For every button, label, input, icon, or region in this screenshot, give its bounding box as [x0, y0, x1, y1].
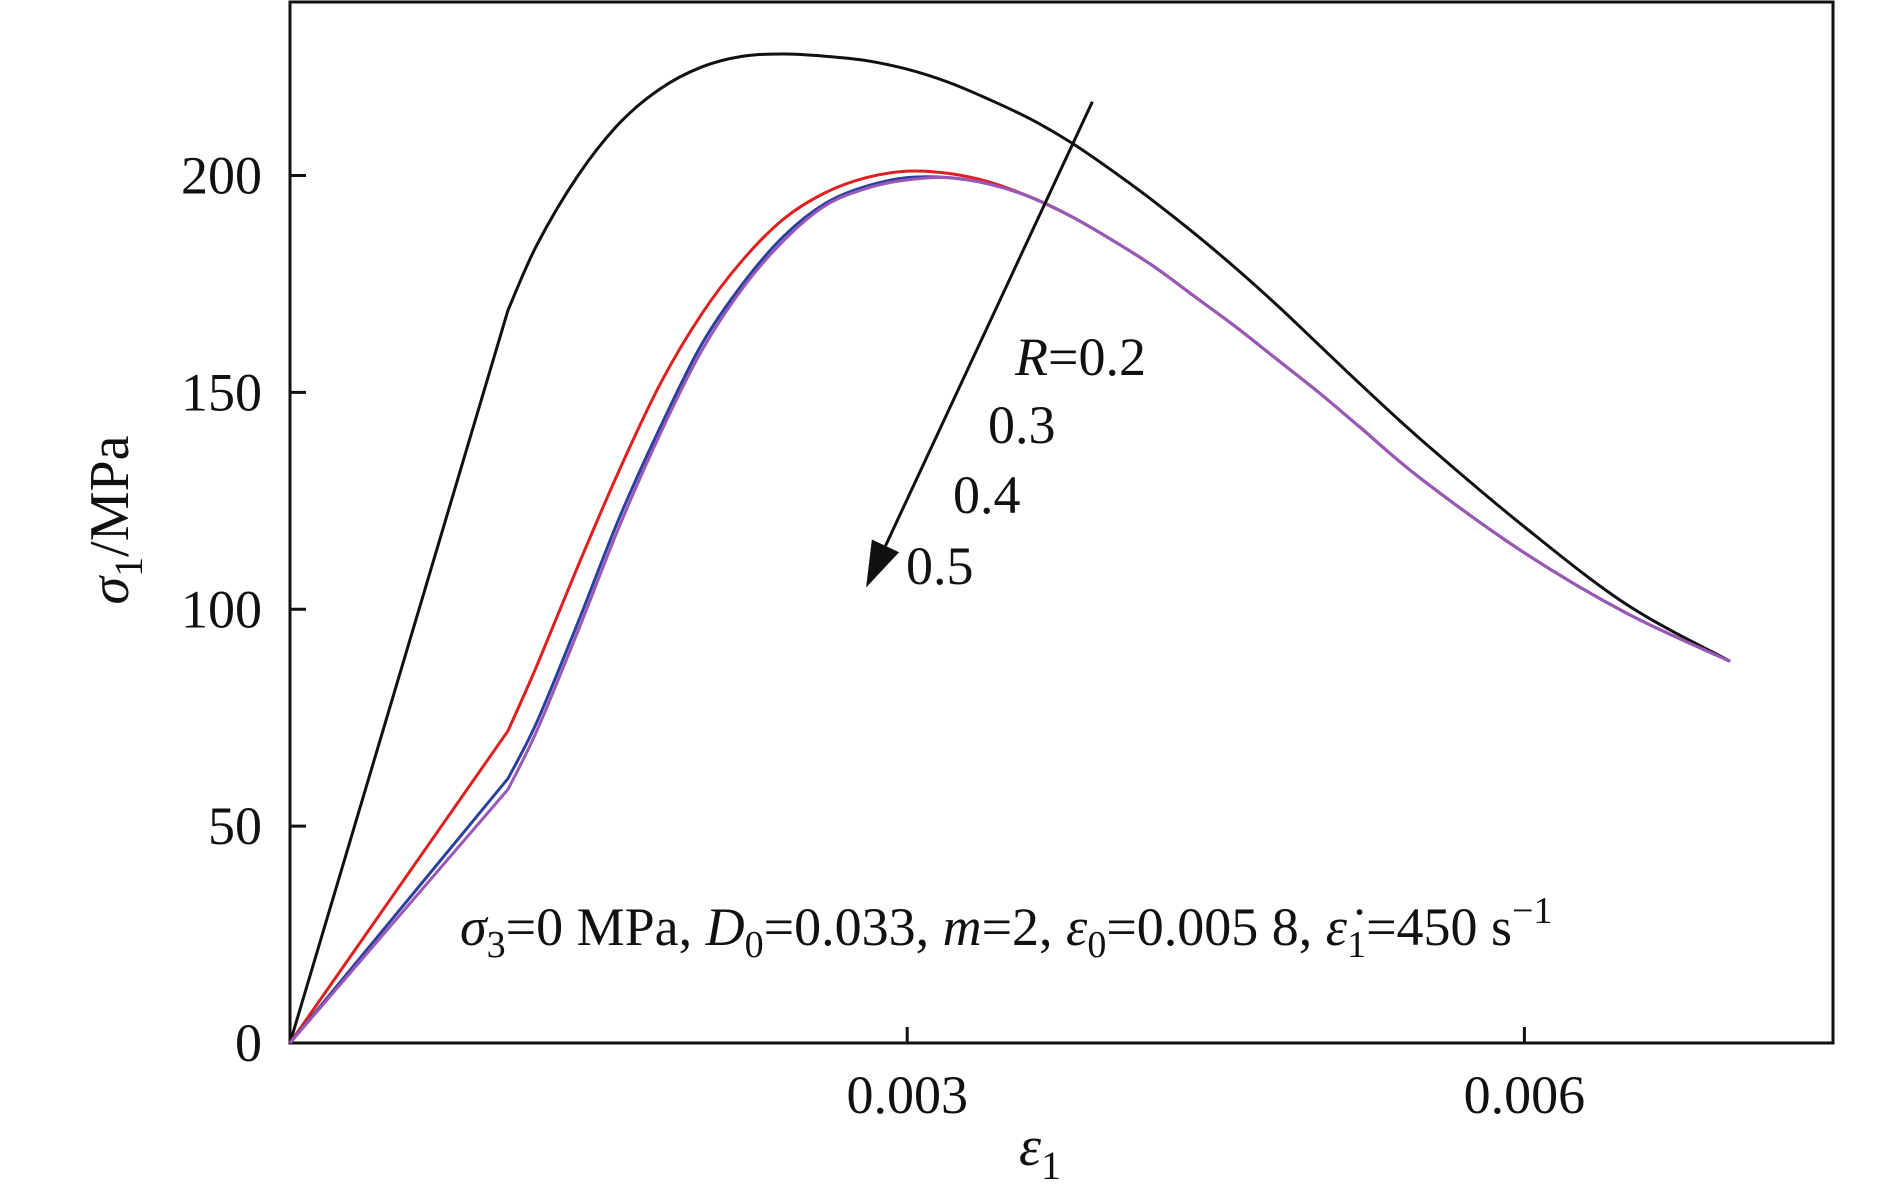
r-symbol: R: [1014, 327, 1048, 387]
strain-rate-exponent: −1: [1512, 890, 1552, 932]
strain-rate-subscript: 1: [1347, 924, 1366, 966]
d0-subscript: 0: [745, 924, 764, 966]
r-label-0.4: 0.4: [953, 465, 1021, 525]
r-direction-arrow: [866, 101, 1094, 588]
d0-value: =0.033,: [764, 897, 943, 957]
axis-ticks: [290, 174, 1526, 1043]
r-value-0.2: =0.2: [1048, 327, 1146, 387]
r-label-0.2: R=0.2: [1014, 327, 1146, 387]
y-tick-label: 200: [181, 146, 262, 206]
eps0-value: =0.005 8,: [1106, 897, 1325, 957]
y-axis-subscript: 1: [106, 557, 151, 577]
series-line-0: [288, 52, 1731, 1044]
y-tick-label: 150: [181, 362, 262, 422]
d0-symbol: D: [705, 897, 745, 957]
eps0-subscript: 0: [1087, 924, 1106, 966]
y-tick-label: 50: [208, 796, 262, 856]
r-label-0.3: 0.3: [988, 395, 1056, 455]
r-label-0.5: 0.5: [906, 536, 974, 596]
series-line-3: [288, 175, 1731, 1044]
sigma3-subscript: 3: [487, 924, 506, 966]
y-tick-label: 100: [181, 579, 262, 639]
m-symbol: m: [943, 897, 982, 957]
y-axis-unit: /MPa: [79, 435, 141, 556]
x-tick-label: 0.003: [846, 1065, 968, 1125]
arrow-head: [866, 539, 900, 588]
arrow-shaft: [884, 101, 1094, 547]
x-axis-title: ε1: [1019, 1116, 1061, 1188]
parameter-annotation: σ3=0 MPa, D0=0.033, m=2, ε0=0.005 8, ε̇1…: [460, 890, 1552, 966]
y-tick-label: 0: [235, 1013, 262, 1073]
x-tick-label: 0.006: [1464, 1065, 1586, 1125]
sigma3-value: =0 MPa,: [506, 897, 706, 957]
sigma3-symbol: σ: [460, 897, 489, 957]
y-axis-symbol: σ: [79, 574, 141, 604]
strain-rate-value: =450 s: [1366, 897, 1512, 957]
series-lines: [288, 52, 1731, 1044]
plot-frame: [288, 0, 1835, 1045]
x-axis-symbol: ε: [1019, 1116, 1042, 1178]
x-axis-subscript: 1: [1041, 1143, 1061, 1188]
y-axis-title: σ1/MPa: [79, 435, 151, 604]
eps0-symbol: ε: [1066, 897, 1088, 957]
m-value: =2,: [982, 897, 1066, 957]
